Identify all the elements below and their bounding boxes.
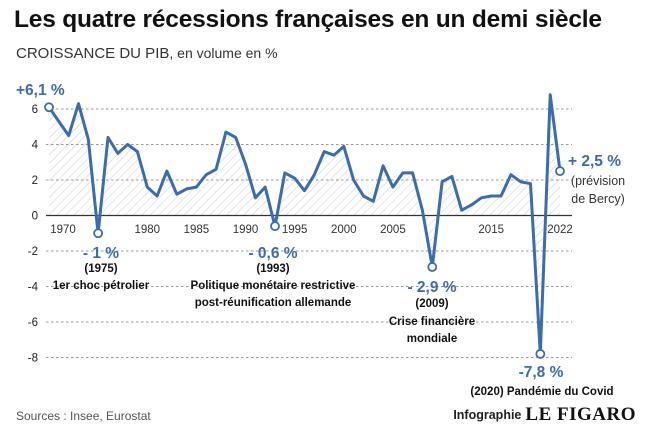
infographic-label: Infographie: [453, 408, 522, 422]
chart-subtitle: CROISSANCE DU PIB, en volume en %: [16, 45, 278, 62]
chart-title: Les quatre récessions françaises en un d…: [14, 6, 602, 33]
annotation-marker: [270, 221, 280, 232]
annotation-text: (1993): [256, 263, 289, 275]
x-tick-label: 2015: [478, 224, 504, 236]
annotation-text: Politique monétaire restrictive: [191, 280, 356, 292]
x-tick-label: 2005: [380, 224, 406, 236]
le-figaro-logo: LE FIGARO: [525, 404, 636, 425]
y-tick-label: -6: [28, 317, 38, 329]
x-tick-label: 1980: [134, 224, 160, 236]
sources-note: Sources : Insee, Eurostat: [16, 409, 151, 423]
y-tick-label: -8: [28, 353, 38, 365]
x-tick-label: 2022: [547, 224, 573, 236]
y-tick-label: 6: [32, 104, 38, 116]
subtitle-unit: , en volume en %: [169, 45, 278, 61]
x-tick-label: 1970: [50, 224, 76, 236]
annotation-marker: [427, 262, 438, 272]
y-tick-label: -4: [28, 282, 39, 294]
annotation-value: - 0,6 %: [248, 245, 297, 262]
annotation-value: - 1 %: [83, 245, 119, 262]
x-tick-label: 1995: [282, 224, 308, 236]
y-tick-label: 2: [32, 175, 38, 187]
x-tick-label: 2000: [331, 224, 357, 236]
annotation-text: de Bercy): [571, 192, 625, 206]
annotation-marker: [93, 228, 104, 239]
annotation-value: + 2,5 %: [568, 153, 621, 170]
annotation-text: (2020) Pandémie du Covid: [470, 386, 613, 398]
x-tick-label: 1990: [233, 224, 259, 236]
annotation-marker: [44, 102, 54, 113]
annotation-text: 1er choc pétrolier: [53, 280, 150, 292]
x-tick-label: 1985: [184, 224, 210, 236]
annotation-value: - 2,9 %: [407, 279, 456, 296]
annotation-text: post-réunification allemande: [195, 297, 352, 309]
y-tick-label: 4: [32, 140, 39, 152]
annotation-value: -7,8 %: [519, 364, 564, 381]
series-line: [47, 93, 562, 356]
brand-credit: Infographie LE FIGARO: [453, 404, 636, 426]
annotation-value: +6,1 %: [16, 82, 65, 99]
annotation-text: Crise financière: [389, 316, 475, 328]
annotation-marker: [535, 349, 546, 359]
annotation-text: (prévision: [571, 174, 625, 188]
annotation-text: (1975): [84, 263, 117, 275]
annotation-text: mondiale: [407, 333, 457, 345]
subtitle-main: CROISSANCE DU PIB: [16, 45, 170, 62]
annotation-marker: [555, 166, 565, 177]
y-tick-label: -2: [28, 246, 38, 258]
annotation-text: (2009): [415, 298, 448, 310]
y-tick-label: 0: [32, 211, 38, 223]
